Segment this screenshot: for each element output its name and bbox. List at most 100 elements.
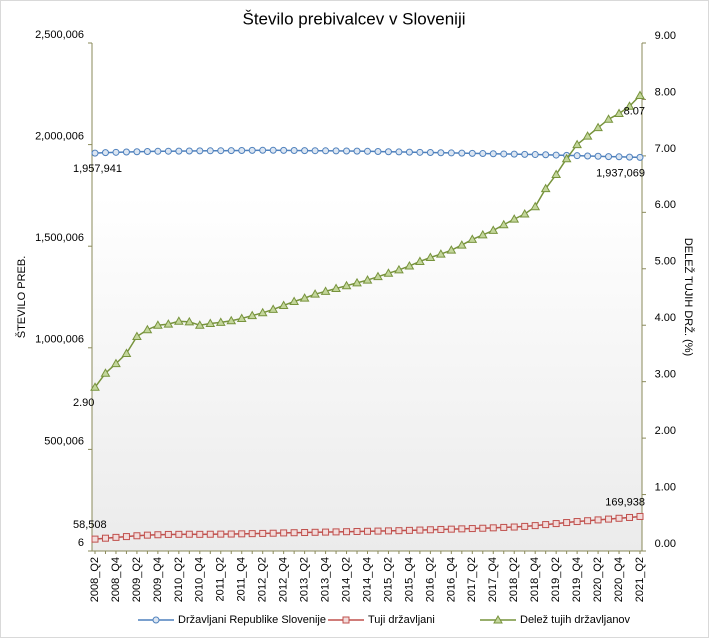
data-point (446, 245, 457, 254)
data-point (426, 526, 434, 534)
data-point (206, 147, 214, 155)
data-point (394, 264, 404, 274)
data-point (164, 530, 172, 538)
x-tick-label: 2008_Q4 (110, 557, 122, 602)
data-label: 58,508 (73, 519, 107, 531)
y2-tick-label: 8.00 (655, 86, 676, 98)
data-point (185, 530, 193, 538)
data-point (551, 169, 562, 179)
data-point (301, 147, 309, 155)
data-point (205, 318, 216, 328)
data-point (373, 271, 383, 281)
x-tick-label: 2021_Q2 (634, 557, 646, 602)
data-point (614, 108, 624, 118)
data-point (405, 526, 413, 534)
x-tick-label: 2017_Q4 (487, 557, 499, 602)
data-point (175, 147, 183, 155)
data-point (425, 252, 436, 261)
data-point (332, 147, 340, 155)
data-point (404, 260, 415, 270)
data-point (227, 147, 235, 155)
data-point (311, 147, 319, 155)
data-point (384, 527, 392, 535)
data-point (498, 219, 509, 229)
data-point (531, 151, 539, 159)
data-point (563, 519, 571, 527)
x-tick-label: 2012_Q2 (257, 557, 269, 602)
data-point (268, 304, 279, 313)
data-point (163, 319, 174, 328)
y2-tick-label: 9.00 (655, 30, 676, 42)
data-point (215, 317, 226, 326)
data-point (636, 512, 644, 520)
data-point (353, 147, 361, 155)
data-point (573, 152, 581, 160)
data-point (415, 256, 425, 265)
data-point (290, 146, 298, 154)
data-point (311, 528, 319, 536)
legend-label: Tuji državljani (368, 614, 435, 626)
data-point (530, 201, 541, 211)
data-point (615, 514, 623, 522)
data-point (510, 523, 518, 531)
y2-tick-label: 2.00 (655, 425, 676, 437)
data-label: 169,938 (605, 496, 645, 508)
y2-axis-title: DELEŽ TUJIH DRŽ. (%) (682, 238, 695, 356)
x-tick-label: 2015_Q4 (403, 557, 415, 602)
data-point (405, 148, 413, 156)
y-tick-label: 2,500,006 (35, 29, 84, 41)
legend-marker (152, 616, 160, 624)
data-point (395, 527, 403, 535)
data-point (552, 520, 560, 528)
y2-tick-label: 4.00 (655, 312, 676, 324)
data-point (122, 533, 130, 541)
data-point (173, 316, 184, 325)
y2-tick-label: 0.00 (655, 538, 676, 550)
data-point (248, 530, 256, 538)
x-tick-label: 2009_Q4 (152, 557, 164, 602)
data-point (362, 275, 373, 284)
y2-tick-label: 1.00 (655, 481, 676, 493)
data-point (615, 153, 623, 161)
data-point (395, 148, 403, 156)
data-point (594, 516, 602, 524)
data-point (143, 531, 151, 539)
data-point (584, 517, 592, 525)
y-tick-label: 500,006 (44, 435, 84, 447)
data-point (90, 382, 100, 391)
x-tick-label: 2011_Q2 (215, 557, 227, 601)
legend-marker (342, 616, 350, 624)
data-point (458, 149, 466, 157)
data-point (542, 151, 550, 159)
data-point (531, 522, 539, 530)
data-point (510, 150, 518, 158)
data-point (289, 296, 299, 306)
y-tick-label: 6 (78, 537, 84, 549)
y2-tick-label: 7.00 (655, 143, 676, 155)
y2-tick-label: 6.00 (655, 199, 676, 211)
y2-tick-label: 5.00 (655, 256, 676, 268)
chart-title: Število prebivalcev v Sloveniji (243, 9, 466, 28)
data-point (509, 214, 520, 223)
data-point (458, 525, 466, 533)
data-point (456, 240, 467, 249)
data-point (343, 528, 351, 536)
data-point (184, 316, 195, 326)
data-point (310, 289, 320, 298)
x-tick-label: 2016_Q2 (424, 557, 436, 602)
data-point (248, 146, 256, 154)
data-point (593, 122, 603, 132)
data-point (624, 101, 635, 110)
legend-label: Delež tujih državljanov (520, 614, 631, 626)
x-tick-label: 2008_Q2 (89, 557, 101, 602)
data-point (426, 149, 434, 157)
x-tick-label: 2012_Q4 (278, 557, 290, 602)
data-point (437, 525, 445, 533)
y-axis-title: ŠTEVILO PREB. (15, 256, 28, 339)
legend-marker (493, 614, 503, 624)
data-point (153, 320, 163, 329)
data-point (584, 152, 592, 160)
data-point (299, 293, 310, 302)
data-point (489, 524, 497, 532)
